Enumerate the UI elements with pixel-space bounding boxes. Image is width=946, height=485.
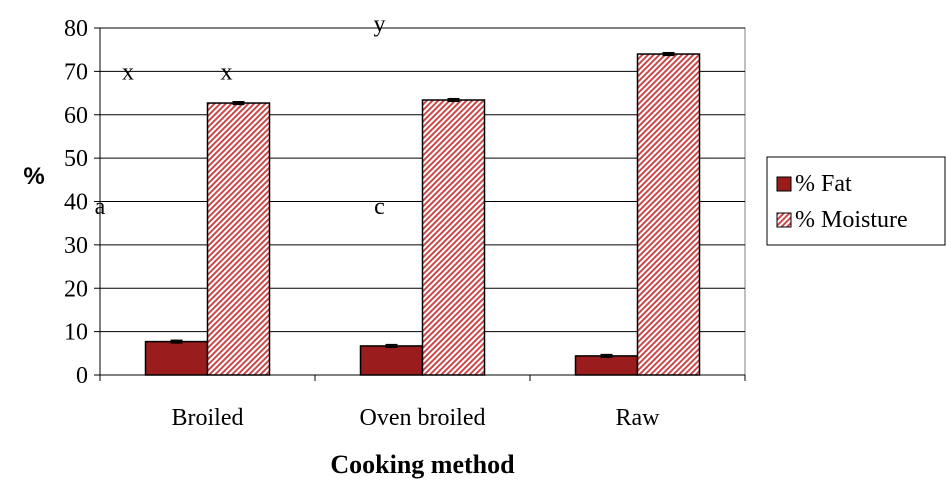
y-tick-label: 20 — [64, 276, 88, 302]
legend: % Fat % Moisture — [766, 156, 946, 246]
x-tick-label: Oven broiled — [360, 405, 486, 431]
annotation-letter: a — [95, 194, 106, 220]
y-tick-label: 80 — [64, 16, 88, 42]
y-tick-label: 50 — [64, 146, 88, 172]
y-tick-label: 60 — [64, 103, 88, 129]
bar-moisture — [206, 102, 271, 376]
x-axis-title: Cooking method — [330, 450, 515, 479]
bar-fat — [144, 340, 209, 376]
bars — [144, 51, 701, 376]
annotation-letter: x — [221, 59, 233, 85]
y-tick-label: 70 — [64, 59, 88, 85]
legend-label: % Fat — [795, 171, 852, 197]
y-tick-label: 10 — [64, 320, 88, 346]
axes: 0 10 20 30 40 50 60 70 80 Broiled Oven broiled Raw C… — [23, 16, 746, 479]
legend-label: % Moisture — [795, 207, 908, 233]
bar-fat — [574, 355, 639, 376]
annotation-letter: c — [374, 194, 385, 220]
x-tick-label: Broiled — [172, 405, 244, 431]
bar-moisture — [421, 99, 486, 376]
annotation-letter: x — [122, 59, 134, 85]
y-axis-title: % — [23, 163, 44, 190]
y-tick-label: 30 — [64, 233, 88, 259]
labels: x x y a c — [95, 12, 386, 220]
annotation-letter: y — [374, 12, 386, 38]
y-tick-label: 0 — [76, 363, 88, 389]
bar-fat — [359, 345, 424, 376]
legend-swatch — [776, 176, 792, 192]
legend-box — [766, 156, 946, 246]
legend-swatch — [776, 212, 792, 228]
y-tick-label: 40 — [64, 190, 88, 216]
x-tick-label: Raw — [616, 405, 661, 431]
bar-moisture — [636, 53, 701, 376]
